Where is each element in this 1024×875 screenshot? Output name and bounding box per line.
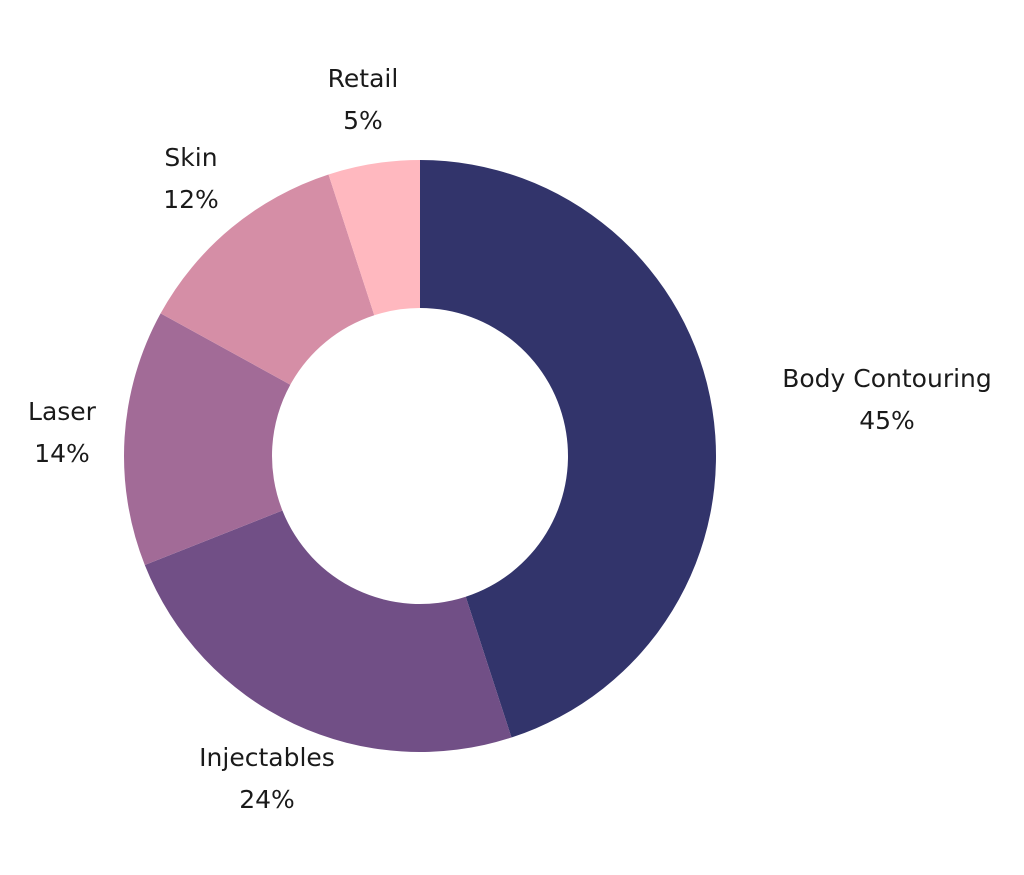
slice-labels: Body Contouring 45% Injectables 24% Laser 14%… — [28, 64, 992, 814]
slice-label-body-contouring: Body Contouring — [782, 364, 992, 393]
slice-body-contouring — [420, 160, 716, 738]
slice-label-retail: Retail — [328, 64, 399, 93]
slice-label-skin: Skin — [164, 143, 217, 172]
slice-laser — [124, 313, 291, 565]
slice-label-injectables: Injectables — [199, 743, 335, 772]
slice-label-laser: Laser — [28, 397, 97, 426]
slice-value-body-contouring: 45% — [859, 406, 915, 435]
slice-value-injectables: 24% — [239, 785, 295, 814]
slice-retail — [328, 160, 420, 316]
slice-value-retail: 5% — [343, 106, 383, 135]
donut-slices — [124, 160, 716, 753]
slice-value-laser: 14% — [34, 439, 90, 468]
slice-injectables — [144, 510, 512, 753]
slice-value-skin: 12% — [163, 185, 219, 214]
slice-skin — [160, 174, 375, 385]
